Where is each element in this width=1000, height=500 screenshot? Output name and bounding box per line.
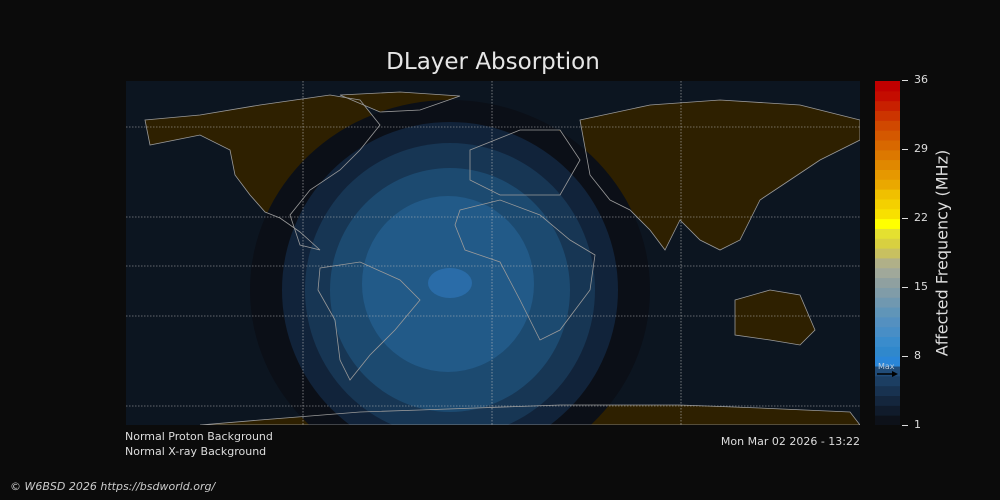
land-africa [454,199,596,341]
land-australia [734,289,816,346]
colorbar-band [875,307,900,318]
colorbar-band [875,130,900,141]
colorbar-label: Affected Frequency (MHz) [932,149,952,357]
colorbar-band [875,81,900,92]
land-australia [735,290,815,345]
xray-status: Normal X-ray Background [125,445,267,458]
colorbar-band [875,90,900,102]
colorbar-tick: 22 [902,211,928,224]
colorbar-band [875,248,900,259]
colorbar-band [875,208,900,220]
land-asia [579,99,860,251]
colorbar-band [875,189,900,200]
land-antarctica [199,404,860,425]
colorbar-tick: 15 [902,280,928,293]
land-asia [580,100,860,250]
colorbar-band [875,257,900,269]
colorbar-band [875,405,900,416]
colorbar-band [875,375,900,387]
land-greenland [340,92,460,112]
colorbar-tick: 29 [902,142,928,155]
colorbar-band [875,336,900,347]
colorbar-band [875,277,900,288]
land-north-america [145,95,380,250]
colorbar-band [875,326,900,338]
colorbar [875,81,900,425]
absorption-level [428,268,472,298]
colorbar-band [875,198,900,210]
chart-title: DLayer Absorption [386,49,600,75]
max-marker-label: Max [878,362,895,371]
colorbar-band [875,316,900,328]
copyright: © W6BSD 2026 https://bsdworld.org/ [10,480,216,493]
colorbar-band [875,287,900,298]
colorbar-band [875,267,900,279]
coastlines [144,91,860,425]
colorbar-tick: 8 [902,349,921,362]
grid-lines [126,81,860,425]
colorbar-band [875,149,900,161]
land-greenland [339,91,461,113]
colorbar-band [875,385,900,397]
colorbar-tick: 1 [902,418,921,431]
max-arrow-icon [877,371,898,377]
colorbar-band [875,415,900,425]
colorbar-band [875,179,900,190]
land-south-america [317,261,421,381]
colorbar-band [875,228,900,239]
colorbar-band [875,169,900,180]
colorbar-tick: 36 [902,73,928,86]
proton-status: Normal Proton Background [125,430,273,443]
land-north-america [144,94,381,251]
colorbar-band [875,297,900,308]
absorption-contours [250,100,650,425]
world-map [126,81,860,425]
colorbar-band [875,159,900,170]
colorbar-band [875,356,900,367]
colorbar-band [875,139,900,151]
colorbar-band [875,100,900,111]
colorbar-band [875,110,900,121]
colorbar-band [875,218,900,229]
colorbar-band [875,366,900,377]
colorbar-band [875,346,900,357]
colorbar-band [875,120,900,131]
land-europe [469,129,581,196]
colorbar-band [875,238,900,249]
colorbar-band [875,395,900,406]
timestamp: Mon Mar 02 2026 - 13:22 [720,435,860,448]
